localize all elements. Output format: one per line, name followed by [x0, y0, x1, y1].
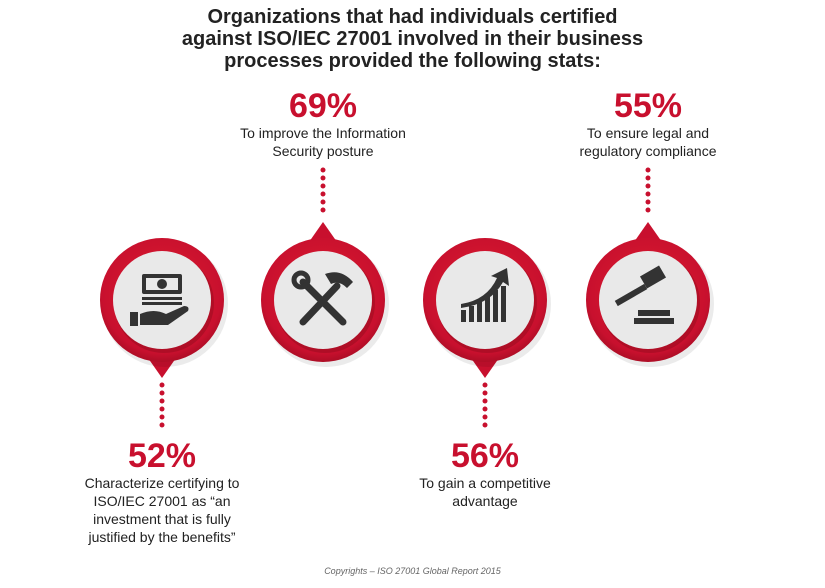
dot — [320, 207, 326, 213]
dot — [645, 207, 651, 213]
stat-percent: 56% — [450, 437, 520, 475]
stat-55: 55% To ensure legal and regulatory compl… — [518, 88, 778, 160]
dot — [159, 382, 165, 388]
stat-label: regulatory compliance — [579, 143, 717, 159]
gavel-icon — [614, 265, 674, 324]
stat-percent: 55% — [613, 87, 683, 125]
stat-label: advantage — [452, 493, 518, 509]
stat-circle — [261, 167, 389, 367]
pointer — [634, 222, 662, 242]
stat-label: To ensure legal and — [586, 125, 710, 141]
copyright: Copyrights – ISO 27001 Global Report 201… — [324, 566, 501, 576]
dot — [645, 167, 651, 173]
stat-56: 56% To gain a competitive advantage — [355, 438, 615, 510]
dot — [482, 406, 488, 412]
dot — [320, 175, 326, 181]
stat-label: ISO/IEC 27001 as “an — [93, 493, 231, 509]
stat-percent: 69% — [288, 87, 358, 125]
pointer — [309, 222, 337, 242]
stat-label: justified by the benefits” — [88, 529, 236, 545]
stat-circle — [423, 238, 551, 428]
stat-label: investment that is fully — [93, 511, 231, 527]
dot — [320, 191, 326, 197]
money-hand-icon — [130, 274, 189, 326]
stat-label: Characterize certifying to — [84, 475, 240, 491]
inner-circle — [599, 251, 697, 349]
dot — [159, 422, 165, 428]
dot — [320, 199, 326, 205]
stat-label: To improve the Information — [240, 125, 406, 141]
dot — [482, 398, 488, 404]
stat-circle — [100, 238, 228, 428]
dot — [482, 390, 488, 396]
stat-circle — [586, 167, 714, 367]
headline: Organizations that had individuals certi… — [181, 6, 644, 72]
stat-69: 69% To improve the Information Security … — [193, 88, 453, 160]
pointer — [471, 358, 499, 378]
dot — [482, 414, 488, 420]
dot — [159, 390, 165, 396]
growth-chart-icon — [461, 268, 509, 322]
dot — [645, 183, 651, 189]
dot — [320, 183, 326, 189]
dot — [482, 382, 488, 388]
stat-52: 52% Characterize certifying to ISO/IEC 2… — [32, 438, 292, 546]
stat-label: Security posture — [272, 143, 374, 159]
dot — [320, 167, 326, 173]
dot — [159, 406, 165, 412]
stat-percent: 52% — [127, 437, 197, 475]
stat-label: To gain a competitive — [419, 475, 551, 491]
wrench-hammer-icon — [291, 270, 353, 326]
dot — [159, 398, 165, 404]
dot — [159, 414, 165, 420]
dot — [645, 199, 651, 205]
dot — [645, 175, 651, 181]
pointer — [148, 358, 176, 378]
dot — [645, 191, 651, 197]
dot — [482, 422, 488, 428]
